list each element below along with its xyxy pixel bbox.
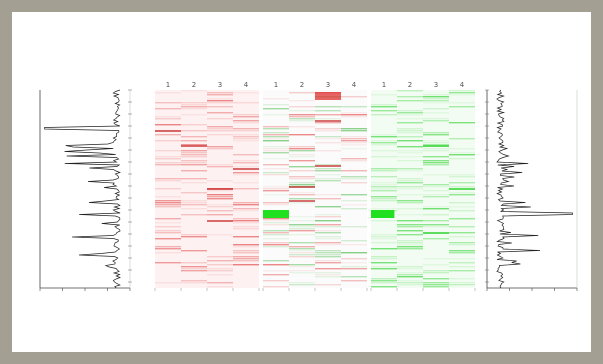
column-number-label: 1 xyxy=(274,81,278,89)
column-number-label: 4 xyxy=(460,81,465,89)
column-number-label: 1 xyxy=(382,81,386,89)
column-number-label: 1 xyxy=(166,81,170,89)
column-number-label: 2 xyxy=(192,81,196,89)
column-number-label: 4 xyxy=(244,81,249,89)
column-number-label: 4 xyxy=(352,81,357,89)
left-profile-plot xyxy=(39,89,132,291)
column-number-label: 3 xyxy=(434,81,438,89)
right-profile-plot xyxy=(485,89,578,291)
heatmap-panel-red: 1 2 3 4 xyxy=(154,81,260,291)
column-number-label: 2 xyxy=(300,81,304,89)
heatmap-panel-green: 1 2 3 4 xyxy=(370,81,476,291)
heatmap-panel-mixed: 1 2 3 4 xyxy=(262,81,368,291)
column-number-label: 3 xyxy=(218,81,222,89)
column-number-label: 2 xyxy=(408,81,412,89)
column-number-label: 3 xyxy=(326,81,330,89)
